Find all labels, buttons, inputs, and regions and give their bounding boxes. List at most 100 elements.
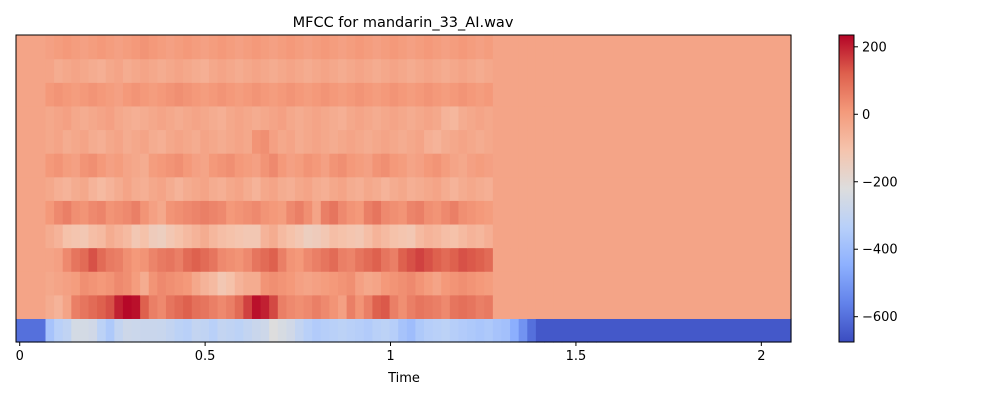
- heatmap-cell: [372, 294, 382, 319]
- heatmap-cell: [406, 82, 417, 107]
- heatmap-cell: [570, 271, 580, 296]
- heatmap-cell: [458, 176, 468, 201]
- heatmap-cell: [36, 129, 47, 154]
- heatmap-cell: [97, 105, 107, 131]
- heatmap-cell: [372, 35, 382, 60]
- heatmap-cell: [36, 200, 47, 225]
- heatmap-cell: [578, 247, 589, 272]
- heatmap-cell: [16, 294, 29, 319]
- heatmap-cell: [398, 153, 408, 178]
- heatmap-cell: [363, 129, 374, 154]
- heatmap-cell: [492, 153, 503, 178]
- heatmap-cell: [28, 271, 38, 296]
- heatmap-cell: [467, 294, 477, 319]
- heatmap-cell: [398, 223, 408, 249]
- heatmap-cell: [251, 153, 262, 178]
- heatmap-cell: [277, 200, 287, 225]
- heatmap-cell: [105, 35, 115, 60]
- heatmap-cell: [381, 318, 391, 343]
- heatmap-cell: [458, 247, 468, 272]
- heatmap-cell: [200, 105, 210, 131]
- heatmap-cell: [484, 294, 494, 319]
- heatmap-cell: [191, 318, 201, 343]
- heatmap-cell: [312, 82, 322, 107]
- heatmap-cell: [148, 82, 158, 107]
- heatmap-cell: [475, 200, 485, 225]
- heatmap-cell: [140, 129, 150, 154]
- heatmap-cell: [518, 58, 528, 83]
- heatmap-cell: [174, 129, 184, 154]
- heatmap-cell: [570, 82, 580, 107]
- heatmap-cell: [140, 223, 150, 249]
- heatmap-cell: [28, 294, 38, 319]
- heatmap-cell: [45, 294, 55, 319]
- heatmap-cell: [449, 318, 460, 343]
- heatmap-cell: [578, 223, 589, 249]
- heatmap-cell: [415, 294, 425, 319]
- heatmap-cell: [381, 129, 391, 154]
- heatmap-cell: [363, 223, 374, 249]
- heatmap-cell: [458, 200, 468, 225]
- heatmap-cell: [363, 318, 374, 343]
- heatmap-cell: [596, 35, 792, 60]
- heatmap-cell: [475, 294, 485, 319]
- heatmap-cell: [355, 200, 365, 225]
- heatmap-cell: [174, 82, 184, 107]
- heatmap-cell: [97, 129, 107, 154]
- heatmap-cell: [441, 271, 451, 296]
- heatmap-cell: [234, 200, 244, 225]
- colorbar-tick-label: −200: [862, 175, 898, 190]
- heatmap-cell: [226, 223, 236, 249]
- heatmap-cell: [260, 58, 270, 83]
- heatmap-cell: [363, 271, 374, 296]
- x-tick-label: 1.5: [566, 349, 587, 364]
- heatmap-cell: [381, 153, 391, 178]
- heatmap-cell: [97, 200, 107, 225]
- heatmap-cell: [191, 35, 201, 60]
- heatmap-cell: [398, 58, 408, 83]
- heatmap-cell: [303, 176, 313, 201]
- heatmap-cell: [578, 105, 589, 131]
- heatmap-cell: [286, 318, 296, 343]
- heatmap-cell: [97, 58, 107, 83]
- heatmap-cell: [389, 318, 399, 343]
- heatmap-cell: [148, 247, 158, 272]
- heatmap-cell: [131, 105, 141, 131]
- heatmap-cell: [243, 35, 253, 60]
- heatmap-cell: [510, 82, 520, 107]
- heatmap-cell: [260, 129, 270, 154]
- heatmap-cell: [518, 176, 528, 201]
- heatmap-cell: [45, 58, 55, 83]
- heatmap-cell: [587, 294, 597, 319]
- heatmap-cell: [415, 200, 425, 225]
- heatmap-cell: [389, 223, 399, 249]
- heatmap-cell: [277, 58, 287, 83]
- x-axis-label: Time: [387, 371, 420, 386]
- heatmap-cell: [518, 294, 528, 319]
- heatmap-cell: [329, 247, 339, 272]
- heatmap-cell: [501, 247, 511, 272]
- heatmap-cell: [208, 223, 219, 249]
- heatmap-cell: [294, 271, 305, 296]
- heatmap-cell: [79, 35, 90, 60]
- heatmap-cell: [303, 223, 313, 249]
- heatmap-cell: [114, 223, 124, 249]
- heatmap-cell: [71, 247, 81, 272]
- heatmap-cell: [234, 223, 244, 249]
- heatmap-cell: [381, 58, 391, 83]
- heatmap-cell: [131, 271, 141, 296]
- heatmap-cell: [578, 318, 589, 343]
- heatmap-cell: [54, 105, 64, 131]
- heatmap-cell: [122, 153, 133, 178]
- heatmap-cell: [544, 200, 554, 225]
- heatmap-cell: [122, 271, 133, 296]
- heatmap-cell: [570, 200, 580, 225]
- heatmap-cell: [596, 176, 792, 201]
- heatmap-cell: [157, 271, 167, 296]
- heatmap-cell: [303, 82, 313, 107]
- heatmap-cell: [406, 294, 417, 319]
- heatmap-cell: [561, 35, 571, 60]
- heatmap-cell: [208, 200, 219, 225]
- heatmap-cell: [389, 200, 399, 225]
- heatmap-cell: [320, 271, 330, 296]
